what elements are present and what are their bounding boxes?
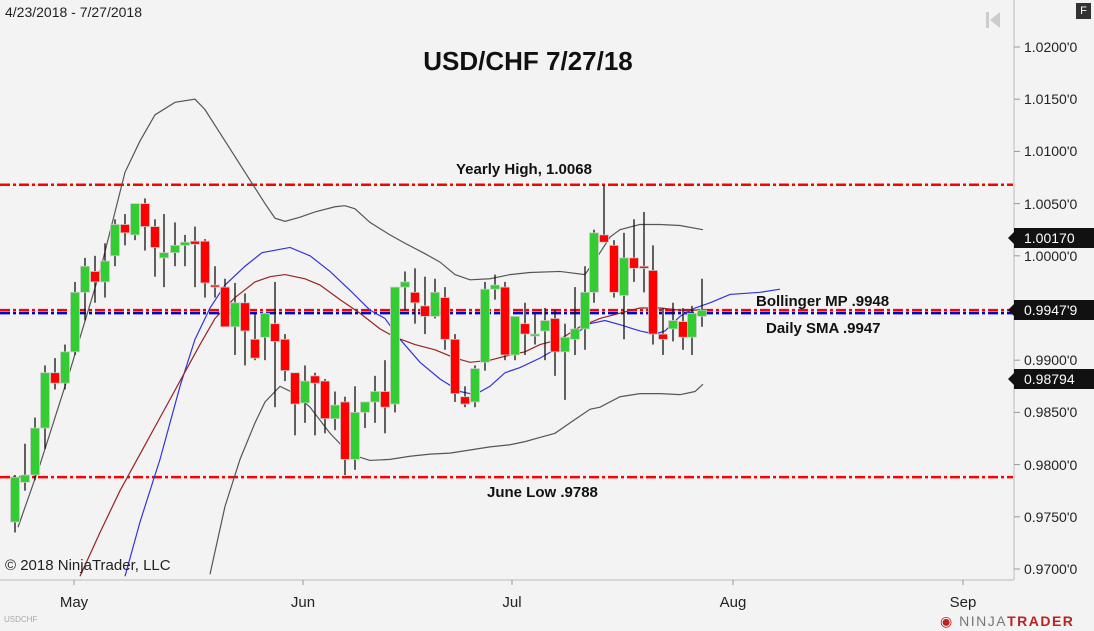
- x-tick-label: Sep: [949, 594, 977, 611]
- y-tick-label: 1.0100'0: [1024, 143, 1078, 160]
- date-range: 4/23/2018 - 7/27/2018: [5, 4, 143, 20]
- chart-title: USD/CHF 7/27/18: [423, 46, 633, 76]
- y-tick-label: 0.9850'0: [1024, 404, 1078, 421]
- current-price-tag: 0.9947'9: [1008, 300, 1094, 320]
- june-low-label: June Low .9788: [487, 484, 598, 501]
- y-tick-label: 1.0200'0: [1024, 39, 1078, 55]
- ninjatrader-logo: ◉ NINJATRADER: [940, 613, 1075, 629]
- y-tick-label: 0.9750'0: [1024, 508, 1078, 525]
- x-tick-label: May: [59, 594, 89, 611]
- y-tick-label: 0.9700'0: [1024, 561, 1078, 577]
- f-button[interactable]: F: [1076, 3, 1091, 19]
- yearly-high-label: Yearly High, 1.0068: [456, 161, 592, 178]
- scroll-to-start-icon[interactable]: [985, 10, 1001, 30]
- y-tick-label: 0.9900'0: [1024, 352, 1078, 369]
- upper-band-price-tag: 1.00170: [1008, 228, 1094, 248]
- x-tick-label: Jun: [290, 594, 316, 611]
- y-tick-label: 1.0150'0: [1024, 91, 1078, 108]
- daily-sma-label: Daily SMA .9947: [766, 320, 881, 337]
- copyright: © 2018 NinjaTrader, LLC: [5, 557, 171, 574]
- x-tick-label: Aug: [719, 594, 747, 611]
- instrument-symbol: USDCHF: [4, 615, 38, 624]
- y-tick-label: 0.9800'0: [1024, 456, 1078, 473]
- x-tick-label: Jul: [502, 594, 522, 611]
- y-tick-label: 1.0000'0: [1024, 247, 1078, 264]
- logo-icon: ◉: [940, 613, 954, 629]
- y-tick-label: 1.0050'0: [1024, 195, 1078, 212]
- lower-band-price-tag: 0.98794: [1008, 369, 1094, 389]
- bollinger-mp-label: Bollinger MP .9948: [756, 293, 890, 310]
